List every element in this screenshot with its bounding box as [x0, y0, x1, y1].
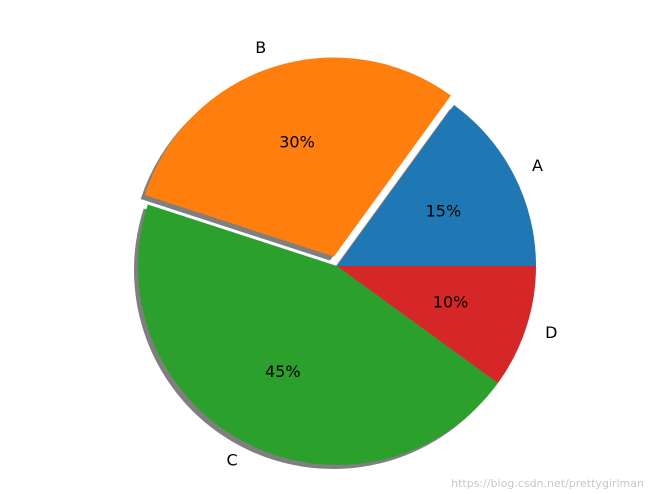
slice [138, 204, 498, 465]
value-label: 15% [426, 201, 462, 220]
slice [337, 105, 536, 266]
slice-label: A [532, 156, 543, 175]
slice [144, 57, 451, 257]
slice-label: B [255, 38, 266, 57]
watermark: https://blog.csdn.net/prettygirlman [451, 477, 644, 490]
value-label: 10% [433, 292, 469, 311]
slice-label: D [545, 323, 557, 342]
value-label: 45% [265, 362, 301, 381]
value-label: 30% [279, 132, 315, 151]
slice [337, 266, 536, 383]
slice-label: C [226, 451, 237, 470]
